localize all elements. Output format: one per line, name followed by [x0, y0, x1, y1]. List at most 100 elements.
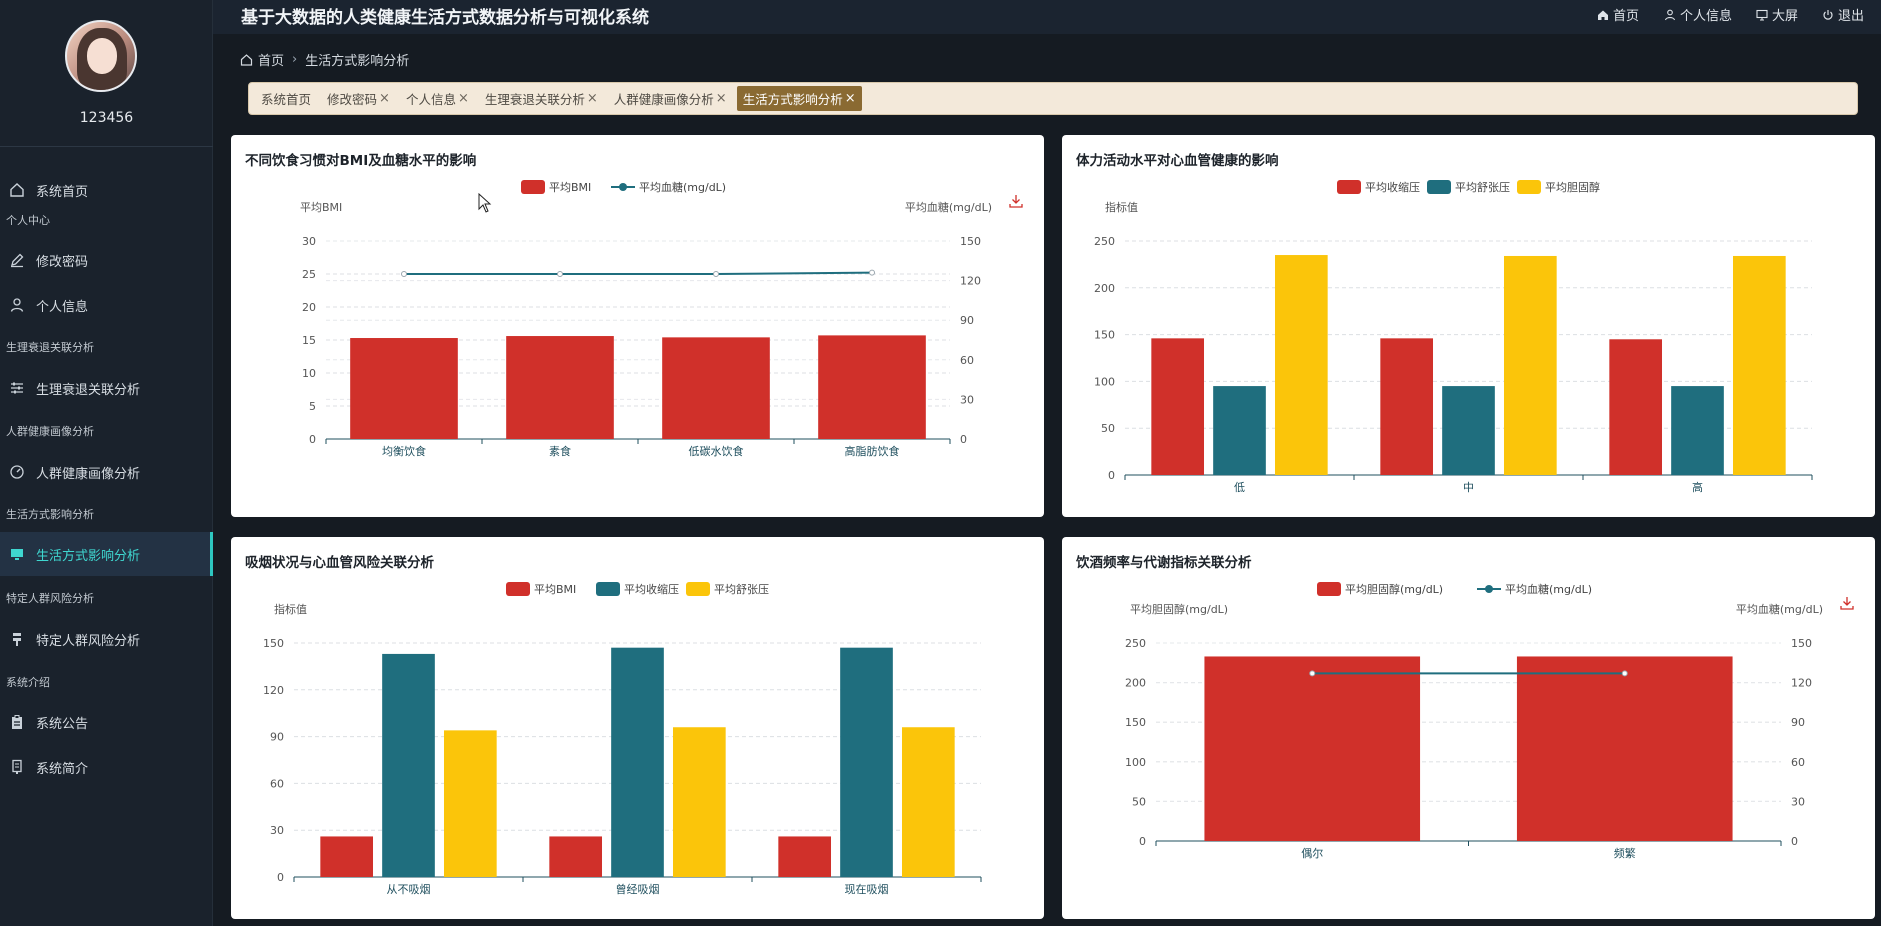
legend-label: 平均舒张压	[714, 582, 769, 596]
power-icon	[1822, 9, 1834, 21]
legend-label: 平均胆固醇	[1545, 180, 1600, 194]
y2-tick-label: 90	[1791, 716, 1805, 729]
x-tick-label: 偶尔	[1301, 847, 1323, 860]
bar	[1151, 338, 1205, 475]
sidebar-item-decline-analysis[interactable]: 生理衰退关联分析	[0, 366, 213, 410]
legend-swatch	[619, 183, 627, 191]
bar	[1609, 339, 1663, 475]
y2-axis-label: 平均血糖(mg/dL)	[1736, 602, 1823, 616]
bar	[350, 338, 458, 439]
y2-tick-label: 90	[960, 314, 974, 327]
tag-portrait-analysis[interactable]: 人群健康画像分析 ×	[608, 86, 733, 111]
topnav-label: 首页	[1613, 9, 1640, 24]
sidebar-item-lifestyle-analysis[interactable]: 生活方式影响分析	[0, 532, 213, 576]
y-tick-label: 25	[302, 268, 316, 281]
tag-label: 系统首页	[261, 92, 312, 107]
chart-drinking-metabolic: 0 50 100 150 200 250 0 30 60 90 120 150 平均血糖(mg/dL) 平…	[1125, 582, 1823, 860]
sliders-icon	[8, 379, 26, 397]
sidebar-item-change-password[interactable]: 修改密码	[0, 238, 213, 282]
y-tick-label: 15	[302, 334, 316, 347]
close-icon[interactable]: ×	[715, 91, 727, 106]
topnav-profile[interactable]: 个人信息	[1664, 5, 1732, 24]
bar	[672, 727, 726, 877]
topnav-bigscreen[interactable]: 大屏	[1756, 5, 1798, 24]
line-point	[1621, 670, 1628, 677]
y2-axis-label: 平均血糖(mg/dL)	[905, 200, 992, 214]
y2-tick-label: 120	[1791, 677, 1812, 690]
close-icon[interactable]: ×	[379, 91, 390, 106]
sidebar-item-about[interactable]: 系统简介	[0, 745, 213, 789]
x-tick-label: 素食	[549, 444, 571, 458]
y-tick-label: 90	[270, 731, 284, 744]
close-icon[interactable]: ×	[457, 91, 469, 106]
legend-label: 平均胆固醇(mg/dL)	[1345, 582, 1443, 596]
sidebar-item-label: 系统公告	[36, 716, 89, 732]
bar	[1213, 386, 1266, 475]
app-title: 基于大数据的人类健康生活方式数据分析与可视化系统	[241, 8, 649, 28]
y-axis-label: 平均胆固醇(mg/dL)	[1130, 602, 1228, 616]
tag-change-password[interactable]: 修改密码 ×	[321, 86, 396, 111]
topnav-label: 退出	[1838, 9, 1865, 24]
tag-lifestyle-analysis[interactable]: 生活方式影响分析 ×	[736, 86, 862, 111]
y-tick-label: 100	[1094, 375, 1115, 388]
chart-title: 饮酒频率与代谢指标关联分析	[1076, 555, 1252, 571]
x-tick-label: 曾经吸烟	[616, 882, 660, 896]
topbar: 基于大数据的人类健康生活方式数据分析与可视化系统 首页 个人信息 大屏 退出	[213, 0, 1881, 34]
sidebar-item-profile[interactable]: 个人信息	[0, 283, 213, 327]
sidebar: 123456 系统首页 个人中心 修改密码 个人信息 生理衰退关联分析 生理衰退…	[0, 0, 213, 926]
tag-profile[interactable]: 个人信息 ×	[400, 86, 475, 111]
home-icon[interactable]	[240, 53, 253, 66]
legend-swatch	[1317, 582, 1341, 596]
bar	[443, 730, 497, 877]
dashboard-icon	[8, 463, 26, 481]
sidebar-item-announcements[interactable]: 系统公告	[0, 700, 213, 744]
x-tick-label: 低	[1234, 481, 1245, 494]
y-tick-label: 10	[302, 367, 316, 380]
y-tick-label: 100	[1125, 756, 1146, 769]
tag-home[interactable]: 系统首页	[255, 86, 317, 111]
y2-tick-label: 60	[1791, 756, 1805, 769]
tag-label: 修改密码	[327, 92, 378, 107]
close-icon[interactable]: ×	[844, 91, 856, 106]
topnav-home[interactable]: 首页	[1597, 5, 1639, 24]
chevron-right-icon: ›	[292, 52, 298, 67]
y-tick-label: 20	[302, 301, 316, 314]
menu-group-label: 个人中心	[6, 214, 50, 227]
legend-swatch	[1427, 180, 1451, 194]
close-icon[interactable]: ×	[586, 91, 598, 106]
menu-group-label: 人群健康画像分析	[6, 425, 94, 438]
legend-swatch	[1337, 180, 1361, 194]
y-tick-label: 60	[270, 777, 284, 790]
legend-swatch	[1485, 585, 1493, 593]
breadcrumb-home[interactable]: 首页	[258, 54, 285, 69]
chart-panel-activity: 体力活动水平对心血管健康的影响 0 50 100 150 200 250 指标值低 中 高 平均收…	[1062, 135, 1875, 517]
y-tick-label: 30	[302, 235, 316, 248]
avatar[interactable]	[65, 20, 137, 92]
sign-icon	[8, 630, 26, 648]
menu-group-label: 生活方式影响分析	[6, 508, 94, 521]
y-axis-label: 指标值	[274, 602, 307, 616]
monitor-icon	[8, 545, 26, 563]
y2-tick-label: 150	[1791, 637, 1812, 650]
topnav-logout[interactable]: 退出	[1822, 5, 1864, 24]
bar	[549, 836, 603, 877]
sidebar-divider	[0, 146, 213, 147]
sidebar-item-label: 系统简介	[36, 761, 89, 777]
series-line	[404, 271, 873, 275]
bar	[1516, 656, 1733, 841]
menu-group-label: 特定人群风险分析	[6, 592, 94, 605]
tag-decline-analysis[interactable]: 生理衰退关联分析 ×	[479, 86, 604, 111]
x-tick-label: 中	[1463, 481, 1474, 494]
y-tick-label: 5	[309, 400, 316, 413]
sidebar-item-portrait-analysis[interactable]: 人群健康画像分析	[0, 450, 213, 494]
mouse-cursor-icon	[478, 192, 492, 217]
legend-label: 平均血糖(mg/dL)	[1505, 582, 1592, 596]
sidebar-item-label: 生理衰退关联分析	[36, 382, 141, 398]
sidebar-item-label: 个人信息	[36, 299, 89, 315]
sidebar-item-risk-analysis[interactable]: 特定人群风险分析	[0, 617, 213, 661]
sidebar-item-home[interactable]: 系统首页	[0, 168, 213, 212]
y-axis-label: 平均BMI	[300, 201, 342, 214]
y2-tick-label: 30	[960, 393, 974, 406]
bar	[840, 647, 893, 877]
tag-label: 人群健康画像分析	[613, 92, 714, 107]
